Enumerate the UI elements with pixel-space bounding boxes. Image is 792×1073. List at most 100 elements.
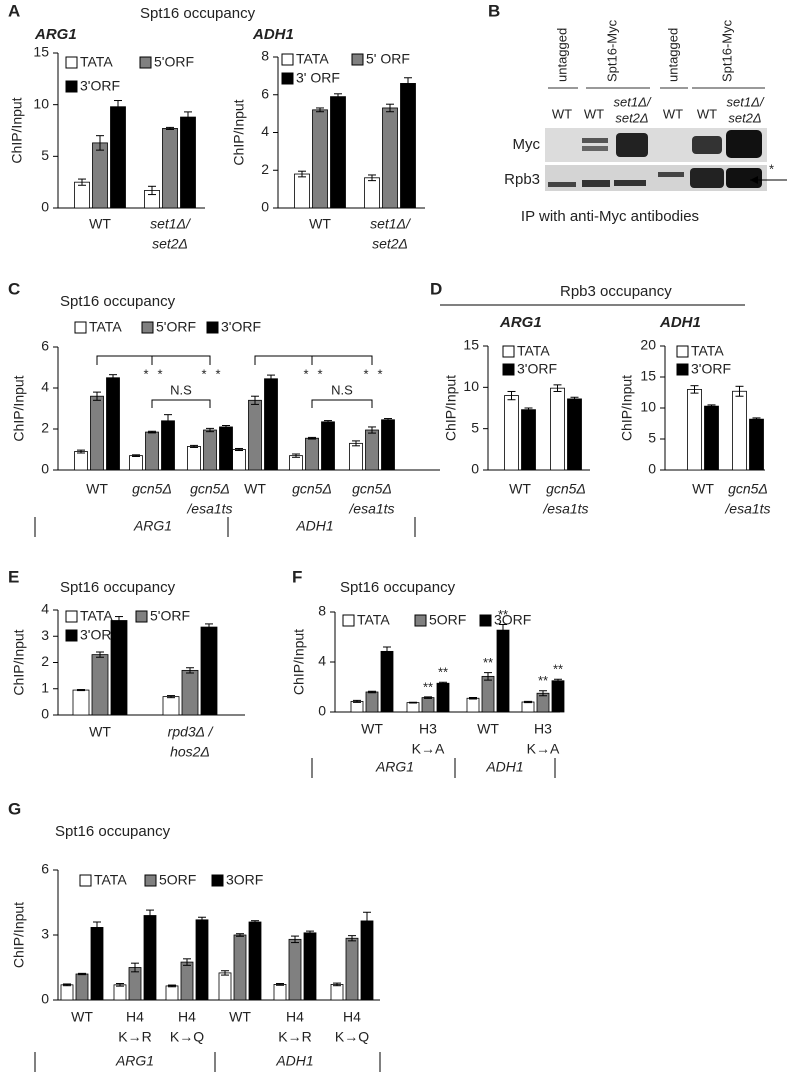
lane-label: WT [552, 106, 572, 121]
error-bar [77, 449, 85, 454]
band [658, 172, 684, 177]
legend-swatch [281, 53, 294, 66]
bar [687, 388, 702, 471]
x-tick-label: K→A [412, 741, 445, 757]
error-bar [186, 667, 194, 674]
y-tick-label: 4 [318, 653, 326, 669]
significance: * [143, 366, 148, 381]
bar [406, 702, 420, 713]
y-tick-label: 0 [41, 199, 49, 215]
panel-letter: B [488, 1, 500, 20]
y-tick-label: 6 [261, 85, 269, 101]
bar [232, 449, 246, 471]
x-tick-label: gcn5Δ [352, 481, 392, 497]
x-tick-label: WT [89, 216, 111, 232]
x-tick-label: set2Δ [372, 236, 408, 252]
y-tick-label: 3 [41, 627, 49, 643]
legend-label: 3'ORF [221, 319, 261, 335]
bar [165, 985, 179, 1001]
error-bar [690, 385, 699, 394]
lane-label: set1Δ/ [727, 94, 765, 109]
error-bar [276, 983, 284, 986]
bar [466, 697, 480, 713]
bar [381, 419, 395, 471]
error-bar [507, 390, 516, 401]
error-bar [368, 174, 376, 182]
x-tick-label: WT [89, 724, 111, 740]
bar [704, 405, 719, 471]
error-bar [167, 695, 175, 699]
y-tick-label: 8 [318, 603, 326, 619]
significance: * [303, 366, 308, 381]
row-label: Rpb3 [504, 171, 540, 188]
bar [345, 937, 359, 1001]
bar [481, 675, 495, 713]
x-tick-label: rpd3Δ / [168, 724, 215, 740]
panel-title: Rpb3 occupancy [560, 283, 672, 300]
chart-title: ARG1 [34, 26, 77, 43]
error-bar [352, 440, 360, 447]
error-bar [292, 453, 300, 458]
group-label: ADH1 [485, 759, 523, 775]
legend-swatch [139, 56, 152, 69]
y-tick-label: 0 [261, 199, 269, 215]
band [616, 133, 648, 157]
x-tick-label: WT [244, 481, 266, 497]
legend-swatch [65, 80, 78, 93]
bar [91, 654, 109, 716]
legend-label: TATA [296, 51, 329, 67]
bar [218, 972, 232, 1001]
bar [264, 378, 278, 471]
panel-letter: D [430, 279, 442, 298]
significance: * [363, 366, 368, 381]
bar [312, 109, 328, 209]
bracket [96, 355, 211, 365]
error-bar [236, 933, 244, 937]
x-tick-label: /esa1ts [542, 501, 588, 517]
x-tick-label: H3 [534, 721, 552, 737]
error-bar [251, 920, 259, 924]
error-bar [409, 701, 417, 704]
blot-images [440, 87, 787, 306]
error-bar [222, 425, 230, 429]
legend-swatch [342, 614, 355, 627]
error-bar [439, 681, 447, 685]
x-tick-label: WT [309, 216, 331, 232]
x-tick-label: K→Q [170, 1029, 204, 1045]
lane-label: set1Δ/ [614, 94, 652, 109]
bar [365, 429, 379, 471]
x-tick-label: set1Δ/ [150, 216, 192, 232]
bar [303, 932, 317, 1001]
bar [90, 927, 104, 1001]
significance: ** [483, 655, 493, 670]
error-bar [363, 911, 371, 931]
y-tick-label: 1 [41, 679, 49, 695]
bar [75, 973, 89, 1001]
bar [550, 387, 565, 471]
y-axis-label: ChIP/Input [11, 629, 27, 695]
legend-swatch [502, 345, 515, 358]
bar [92, 142, 108, 209]
error-bar [146, 909, 154, 922]
legend-swatch [211, 874, 224, 887]
y-tick-label: 0 [41, 706, 49, 722]
error-bar [524, 407, 533, 412]
panel-letter: F [292, 567, 302, 586]
bar [60, 984, 74, 1001]
legend-swatch [65, 629, 78, 642]
y-axis-label: ChIP/Input [11, 902, 27, 968]
legend-swatch [676, 345, 689, 358]
error-bar [499, 624, 507, 637]
y-tick-label: 15 [640, 368, 656, 384]
panel-letter: E [8, 567, 19, 586]
y-tick-label: 3 [41, 926, 49, 942]
band [726, 130, 762, 158]
legend-swatch [414, 614, 427, 627]
y-axis-label: ChIP/Input [9, 97, 25, 163]
error-bar [707, 404, 716, 408]
error-bar [63, 983, 71, 987]
y-tick-label: 0 [41, 461, 49, 477]
error-bar [267, 374, 275, 383]
error-bar [554, 678, 562, 683]
error-bar [115, 616, 123, 625]
